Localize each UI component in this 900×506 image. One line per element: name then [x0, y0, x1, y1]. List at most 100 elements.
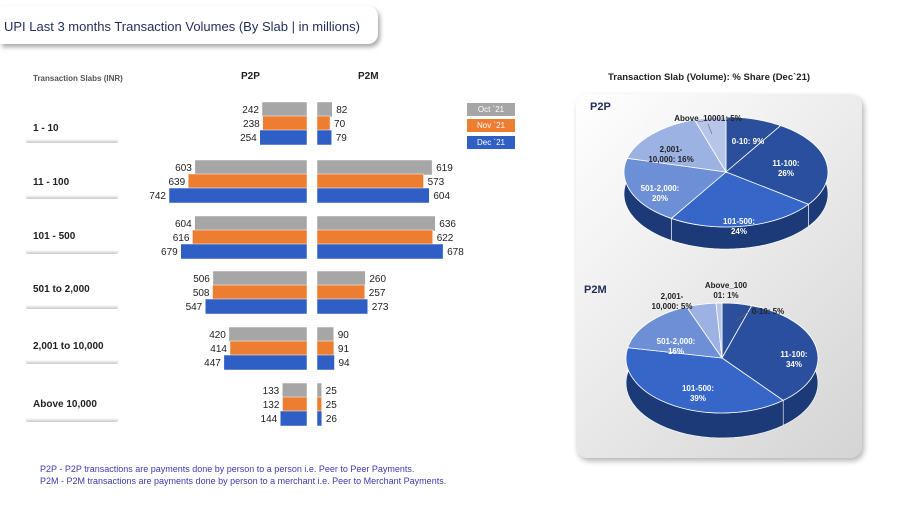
bar-value-label: 573 [428, 177, 445, 188]
bar-value-label: 238 [243, 119, 260, 130]
p2p-pie-label: P2P [590, 101, 611, 113]
bar-p2m [316, 215, 436, 232]
bar-value-label: 242 [242, 105, 259, 116]
pie-slice [725, 125, 829, 205]
bar-p2m [316, 284, 366, 301]
bar-value-label: 619 [436, 163, 453, 174]
bar-p2p [187, 173, 308, 190]
bar-p2p [229, 340, 308, 357]
bar-value-label: 91 [338, 344, 350, 355]
bar-p2m [316, 396, 322, 413]
bar-value-label: 636 [439, 219, 456, 230]
pie-slice [721, 305, 819, 401]
bar-p2p [192, 229, 308, 246]
bar-p2m [316, 382, 322, 399]
bar-value-label: 82 [336, 105, 348, 116]
bar-value-label: 25 [326, 386, 338, 397]
slab-divider [26, 139, 118, 143]
bar-value-label: 678 [447, 247, 464, 258]
bar-p2p [282, 396, 308, 413]
bar-p2m [316, 270, 366, 287]
bar-value-label: 79 [336, 133, 348, 144]
bar-value-label: 622 [437, 233, 454, 244]
bar-value-label: 742 [149, 191, 166, 202]
bar-value-label: 508 [193, 288, 210, 299]
slab-header: Transaction Slabs (INR) [33, 74, 123, 83]
pie-slice [693, 116, 727, 174]
title-box: UPI Last 3 months Transaction Volumes (B… [0, 6, 378, 44]
slab-label: 1 - 10 [33, 123, 59, 134]
bar-value-label: 273 [372, 302, 389, 313]
bar-p2m [316, 229, 433, 246]
bar-p2p [180, 243, 308, 260]
bar-value-label: 132 [263, 400, 280, 411]
page-title: UPI Last 3 months Transaction Volumes (B… [4, 19, 360, 34]
pie-slice-label: Above_100 01: 1% [705, 281, 748, 300]
bar-p2m [316, 115, 331, 132]
bar-value-label: 603 [175, 163, 192, 174]
bar-value-label: 90 [338, 330, 350, 341]
pie-slice-label: 501-2,000: 16% [657, 337, 696, 356]
pie-leader-line [707, 123, 713, 135]
bar-value-label: 133 [263, 386, 280, 397]
bar-p2p [212, 284, 308, 301]
slab-divider [26, 195, 118, 199]
slab-divider [26, 360, 118, 364]
legend-item: Nov `21 [467, 119, 515, 132]
pie-slice [626, 119, 727, 173]
pie-leader-line [735, 311, 749, 322]
pie-panel-title: Transaction Slab (Volume): % Share (Dec`… [608, 72, 811, 83]
slab-label: 101 - 500 [33, 231, 76, 242]
bar-p2p [168, 187, 308, 204]
p2p-column-label: P2P [241, 71, 260, 82]
slab-label: 2,001 to 10,000 [33, 341, 104, 352]
bar-p2p [279, 410, 308, 427]
legend-item: Dec `21 [467, 136, 515, 149]
bar-value-label: 604 [433, 191, 450, 202]
pie-slice [623, 157, 727, 219]
bar-value-label: 94 [338, 358, 350, 369]
pie-slice-label: 101-500: 39% [682, 384, 714, 403]
slab-label: 11 - 100 [33, 177, 70, 188]
bar-p2p [261, 101, 308, 118]
pie-slice-label: Above_10001: 5% [674, 114, 742, 123]
slab-divider [26, 305, 118, 309]
pie-charts: 0-10: 9% 11-100: 26% 101-500: 24% 501-2,000: 2… [623, 114, 829, 439]
bar-value-label: 547 [186, 302, 203, 313]
bar-value-label: 25 [326, 400, 338, 411]
bar-p2m [316, 410, 323, 427]
p2m-pie-label: P2M [584, 284, 607, 296]
bar-p2m [316, 159, 433, 176]
note-p2p: P2P - P2P transactions are payments done… [40, 464, 415, 474]
bar-p2p [212, 270, 308, 287]
bar-value-label: 447 [204, 358, 221, 369]
bar-p2m [316, 354, 335, 371]
pie-slice-label: 0-10: 5% [752, 307, 784, 316]
slab-divider [26, 250, 118, 254]
slab-label: Above 10,000 [33, 399, 97, 410]
bar-p2m [316, 101, 333, 118]
bar-p2p [194, 215, 308, 232]
pie-slice [715, 302, 723, 359]
butterfly-bar-chart: 242 82 238 70 254 79 603 619 639 573 742 604 604 636 6… [149, 101, 464, 427]
bar-value-label: 26 [326, 414, 338, 425]
pie-slice [625, 347, 784, 414]
bar-p2m [316, 129, 332, 146]
bar-value-label: 260 [369, 274, 386, 285]
pie-slice-label: 2,001-10,000: 16% [648, 145, 693, 164]
bar-value-label: 420 [209, 330, 226, 341]
bar-value-label: 144 [261, 414, 278, 425]
bar-value-label: 679 [161, 247, 178, 258]
slab-label: 501 to 2,000 [33, 284, 90, 295]
bar-value-label: 616 [173, 233, 190, 244]
bar-value-label: 414 [210, 344, 227, 355]
bar-p2p [262, 115, 308, 132]
bar-p2p [194, 159, 308, 176]
bar-value-label: 506 [193, 274, 210, 285]
slab-divider [26, 418, 118, 422]
pie-slice-label: 11-100: 26% [772, 159, 799, 178]
bar-value-label: 257 [369, 288, 386, 299]
pie-slice-label: 11-100: 34% [780, 350, 807, 369]
bar-p2m [316, 340, 335, 357]
bar-value-label: 604 [175, 219, 192, 230]
